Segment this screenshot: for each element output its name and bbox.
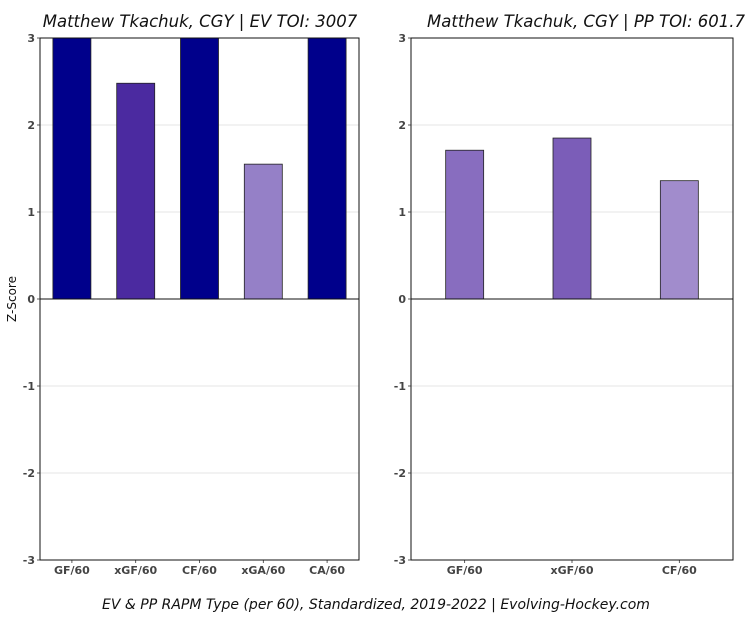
y-tick-label: -2 <box>23 467 35 480</box>
bar-gf-60 <box>445 149 485 300</box>
bar-gf-60 <box>52 37 92 300</box>
x-tick-label: xGA/60 <box>241 564 285 577</box>
bar-cf-60 <box>180 37 219 300</box>
y-tick-label: 0 <box>398 293 406 306</box>
bar-xgf-60 <box>552 137 592 300</box>
x-tick-label: xGF/60 <box>114 564 157 577</box>
x-tick-label: CF/60 <box>182 564 217 577</box>
y-tick-label: -3 <box>394 554 406 567</box>
y-tick-label: 2 <box>27 119 35 132</box>
y-tick-label: 0 <box>27 293 35 306</box>
figure-caption: EV & PP RAPM Type (per 60), Standardized… <box>102 597 650 613</box>
bar-cf-60 <box>659 180 699 300</box>
bar-xgf-60 <box>116 82 156 300</box>
y-tick-label: 3 <box>398 32 406 45</box>
y-tick-label: -1 <box>394 380 406 393</box>
chart-title: Matthew Tkachuk, CGY | EV TOI: 3007 <box>43 12 358 31</box>
y-tick-label: -1 <box>23 380 35 393</box>
bar-ca-60 <box>307 37 347 300</box>
y-tick-label: 1 <box>398 206 406 219</box>
x-tick-label: CF/60 <box>662 564 697 577</box>
bar-xga-60 <box>243 163 283 300</box>
x-tick-label: GF/60 <box>54 564 90 577</box>
y-tick-label: -3 <box>23 554 35 567</box>
y-tick-label: -2 <box>394 467 406 480</box>
x-tick-label: xGF/60 <box>551 564 594 577</box>
y-tick-label: 1 <box>27 206 35 219</box>
x-tick-label: GF/60 <box>447 564 483 577</box>
chart-title: Matthew Tkachuk, CGY | PP TOI: 601.7 <box>427 12 745 31</box>
y-axis-label: Z-Score <box>5 276 19 322</box>
x-tick-label: CA/60 <box>309 564 345 577</box>
y-tick-label: 3 <box>27 32 35 45</box>
y-tick-label: 2 <box>398 119 406 132</box>
